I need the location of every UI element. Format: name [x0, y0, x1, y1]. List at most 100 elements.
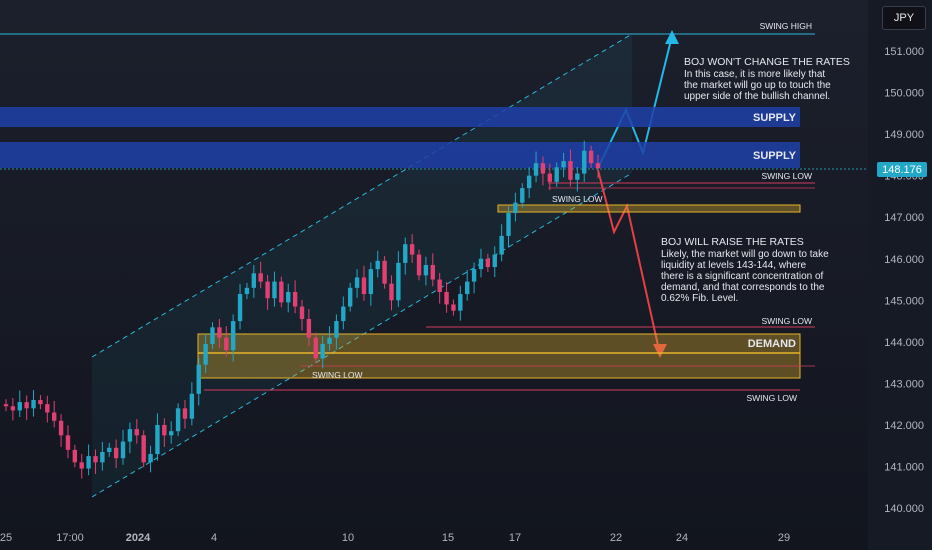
y-tick-label: 145.000 — [884, 295, 924, 307]
y-axis-panel — [868, 0, 932, 550]
candle-body — [320, 343, 325, 359]
candle-body — [575, 173, 580, 180]
candles — [3, 140, 601, 479]
candle-body — [237, 294, 243, 322]
candle-body — [540, 163, 546, 174]
y-tick-label: 144.000 — [884, 337, 924, 349]
x-tick-label: 22 — [610, 532, 622, 544]
levels: SWING HIGH SWING LOW SWING LOW SWING LOW SWI… — [0, 21, 880, 403]
x-tick-label: 10 — [342, 532, 354, 544]
candle-body — [86, 456, 91, 469]
candle-body — [361, 277, 367, 295]
candle-body — [292, 291, 298, 307]
bullish-scenario-line: upper side of the bullish channel. — [684, 91, 830, 102]
channel-lower-line — [91, 172, 633, 498]
x-tick-label: 24 — [676, 532, 688, 544]
bearish-projection-path — [597, 169, 660, 351]
bearish-scenario-line: there is a significant concentration of — [661, 271, 824, 282]
candle-body — [113, 447, 119, 459]
x-tick-label: 17 — [509, 532, 521, 544]
y-tick-label: 151.000 — [884, 46, 924, 58]
currency-button[interactable]: JPY — [882, 6, 926, 30]
candle-body — [93, 456, 98, 463]
y-tick-label: 147.000 — [884, 212, 924, 224]
candle-body — [210, 327, 215, 344]
candle-body — [79, 462, 84, 469]
candle-body — [175, 408, 181, 432]
candle-body — [341, 306, 346, 322]
candle-body — [272, 281, 277, 299]
x-tick-label: 25 — [0, 532, 12, 544]
zones: SUPPLY SUPPLY DEMAND — [0, 107, 801, 379]
y-tick-label: 140.000 — [884, 503, 924, 515]
candle-body — [588, 150, 594, 164]
bearish-scenario-line: Likely, the market will go down to take — [661, 249, 829, 260]
y-tick-label: 142.000 — [884, 420, 924, 432]
candle-body — [444, 291, 449, 305]
bullish-scenario-line: the market will go up to touch the — [684, 80, 831, 91]
demand-label: DEMAND — [748, 338, 796, 350]
candle-body — [595, 163, 601, 169]
candle-body — [382, 260, 387, 284]
candle-body — [458, 294, 463, 311]
candle-body — [182, 408, 188, 419]
candle-body — [230, 321, 236, 351]
bullish-scenario-line: In this case, it is more likely that — [684, 69, 825, 80]
candle-body — [251, 273, 257, 288]
candle-body — [24, 402, 29, 409]
supply-label-upper: SUPPLY — [753, 112, 797, 124]
candle-body — [244, 287, 250, 295]
candle-body — [258, 273, 263, 282]
candle-body — [265, 281, 270, 299]
y-tick-label: 146.000 — [884, 254, 924, 266]
candle-body — [189, 393, 195, 419]
candle-body — [354, 277, 360, 288]
bearish-scenario-line: 0.62% Fib. Level. — [661, 293, 738, 304]
channel-upper-line — [91, 33, 633, 358]
bearish-scenario-line: liquidity at levels 143-144, where — [661, 260, 807, 271]
bullish-arrowhead — [665, 30, 679, 44]
candle-body — [492, 254, 497, 268]
candle-body — [3, 404, 9, 407]
swing-low-label-5: SWING LOW — [746, 393, 797, 403]
candle-body — [520, 188, 525, 203]
bearish-scenario-line: demand, and that corresponds to the — [661, 282, 825, 293]
candle-body — [389, 283, 394, 301]
candle-body — [327, 337, 332, 344]
candle-body — [203, 343, 208, 365]
candle-body — [533, 163, 539, 176]
projection-arrows — [597, 30, 679, 358]
candle-body — [217, 327, 222, 338]
candle-body — [134, 429, 139, 436]
candle-body — [561, 161, 566, 168]
candle-body — [120, 441, 126, 459]
swing-low-label-2: SWING LOW — [552, 194, 603, 204]
y-tick-label: 150.000 — [884, 88, 924, 100]
candle-body — [72, 449, 78, 463]
candle-body — [554, 167, 559, 182]
swing-low-label-3: SWING LOW — [761, 316, 812, 326]
candle-body — [313, 337, 318, 359]
candle-body — [430, 264, 435, 280]
candle-body — [437, 279, 442, 292]
swing-low-label-1: SWING LOW — [761, 171, 812, 181]
candle-body — [286, 291, 291, 303]
candle-body — [485, 258, 491, 268]
candle-body — [127, 429, 133, 442]
candle-body — [107, 447, 112, 452]
candle-body — [568, 161, 573, 180]
bearish-arrowhead — [653, 344, 667, 358]
candle-body — [306, 318, 312, 338]
candle-body — [100, 451, 105, 463]
candle-body — [375, 260, 380, 270]
candle-body — [513, 202, 518, 214]
candle-body — [582, 150, 587, 174]
candle-body — [155, 424, 160, 455]
candle-body — [471, 269, 477, 282]
candle-body — [65, 435, 71, 450]
candle-body — [451, 304, 456, 311]
candle-body — [409, 244, 415, 255]
